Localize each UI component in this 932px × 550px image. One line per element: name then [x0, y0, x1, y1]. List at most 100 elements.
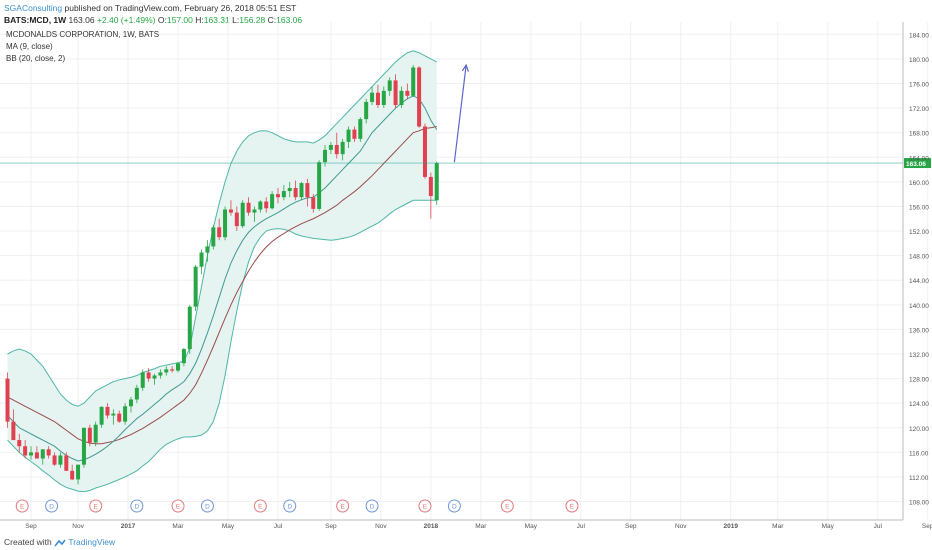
- ohlc-line: BATS:MCD, 1W 163.06 +2.40 (+1.49%) O:157…: [4, 14, 924, 26]
- candle-body: [76, 464, 81, 480]
- candle-body: [123, 406, 128, 422]
- y-tick-label: 120.00: [909, 426, 929, 433]
- candle-body: [346, 129, 351, 142]
- x-tick-label: 2019: [724, 523, 739, 530]
- earnings-marker: [418, 499, 432, 513]
- event-marker-label: E: [423, 504, 428, 511]
- tradingview-logo-icon: [54, 539, 66, 547]
- candle-body: [152, 375, 157, 379]
- candle-body: [199, 252, 204, 267]
- earnings-marker: [565, 499, 579, 513]
- bollinger-basis-line: [7, 126, 437, 445]
- high-label: H:: [195, 15, 204, 25]
- arrow-head: [461, 63, 469, 72]
- price-chart[interactable]: 163.06E D E D E D E D E D E D E E 108.00112.00116.001…: [0, 22, 932, 534]
- candle-body: [93, 424, 98, 443]
- x-tick-label: 2018: [424, 523, 439, 530]
- candle-body: [287, 188, 292, 192]
- candle-body: [205, 246, 210, 253]
- candle-body: [5, 378, 10, 422]
- y-tick-label: 116.00: [909, 450, 929, 457]
- chart-header: SGAConsulting published on TradingView.c…: [4, 2, 924, 28]
- candle-body: [417, 67, 422, 127]
- candle-body: [352, 129, 357, 139]
- candle-body: [428, 176, 433, 196]
- y-tick-label: 180.00: [909, 57, 929, 64]
- candle-body: [328, 144, 333, 150]
- bollinger-upper-line: [7, 50, 437, 407]
- x-tick-label: Jul: [577, 523, 586, 530]
- indicator-ma-label: MA (9, close): [6, 42, 53, 51]
- annotations: 163.06 E D E D E D E D E D E D E E: [0, 63, 931, 513]
- candle-body: [281, 191, 286, 198]
- low-label: L:: [232, 15, 240, 25]
- x-tick-label: Jul: [874, 523, 883, 530]
- candle-body: [170, 369, 175, 371]
- event-marker-label: E: [340, 504, 345, 511]
- candle-body: [334, 144, 339, 155]
- symbol-label: BATS:MCD, 1W: [4, 15, 67, 25]
- candle-body: [17, 440, 22, 447]
- candle-body: [111, 413, 116, 416]
- created-with: Created with: [4, 537, 52, 547]
- candle-body: [181, 349, 186, 364]
- candle-body: [176, 363, 181, 371]
- y-tick-label: 124.00: [909, 401, 929, 408]
- x-tick-label: Nov: [72, 523, 84, 530]
- candle-body: [134, 387, 139, 400]
- candle-body: [117, 413, 122, 422]
- earnings-marker: [500, 499, 514, 513]
- earnings-marker: [15, 499, 29, 513]
- candle-body: [40, 449, 45, 459]
- candle-body: [217, 227, 222, 238]
- candle-body: [411, 67, 416, 96]
- earnings-marker: [336, 499, 350, 513]
- arrow-shaft: [453, 64, 467, 163]
- candle-body: [252, 209, 257, 213]
- last-price-tag: [904, 158, 931, 169]
- x-tick-label: Mar: [475, 523, 487, 530]
- author-link[interactable]: SGAConsulting: [4, 3, 63, 13]
- close-value: 163.06: [276, 15, 303, 25]
- candle-body: [264, 201, 269, 209]
- x-tick-label: Nov: [375, 523, 387, 530]
- publish-line: SGAConsulting published on TradingView.c…: [4, 2, 924, 14]
- dividend-marker: [283, 499, 297, 513]
- candle-body: [399, 90, 404, 105]
- y-tick-label: 168.00: [909, 131, 929, 138]
- candle-body: [187, 306, 192, 350]
- candle-body: [381, 90, 386, 105]
- candle-body: [323, 149, 328, 163]
- tradingview-brand[interactable]: TradingView: [68, 537, 116, 547]
- candle-body: [405, 90, 410, 96]
- candle-body: [434, 163, 439, 201]
- candle-body: [317, 162, 322, 209]
- dividend-marker: [45, 499, 59, 513]
- earnings-marker: [89, 499, 103, 513]
- event-marker-label: D: [370, 504, 375, 511]
- x-tick-label: Nov: [675, 523, 687, 530]
- y-tick-label: 160.00: [909, 180, 929, 187]
- candle-body: [246, 202, 251, 213]
- bollinger-band-area: [7, 50, 437, 492]
- candle-body: [234, 212, 239, 227]
- candle-body: [34, 452, 39, 459]
- y-tick-label: 172.00: [909, 106, 929, 113]
- moving-average-line: [7, 95, 438, 462]
- earnings-marker: [253, 499, 267, 513]
- candles: [5, 65, 439, 485]
- x-tick-label: Mar: [172, 523, 184, 530]
- bollinger-fill: [7, 50, 437, 492]
- candle-body: [146, 372, 151, 379]
- candle-body: [164, 369, 169, 373]
- y-tick-label: 148.00: [909, 254, 929, 261]
- event-marker-label: E: [505, 504, 510, 511]
- dividend-marker: [447, 499, 461, 513]
- candle-body: [275, 194, 280, 198]
- open-label: O:: [157, 15, 167, 25]
- candle-body: [11, 421, 16, 441]
- y-tick-label: 156.00: [909, 204, 929, 211]
- candle-body: [70, 470, 75, 480]
- x-tick-label: Sep: [25, 523, 37, 530]
- candle-body: [340, 141, 345, 155]
